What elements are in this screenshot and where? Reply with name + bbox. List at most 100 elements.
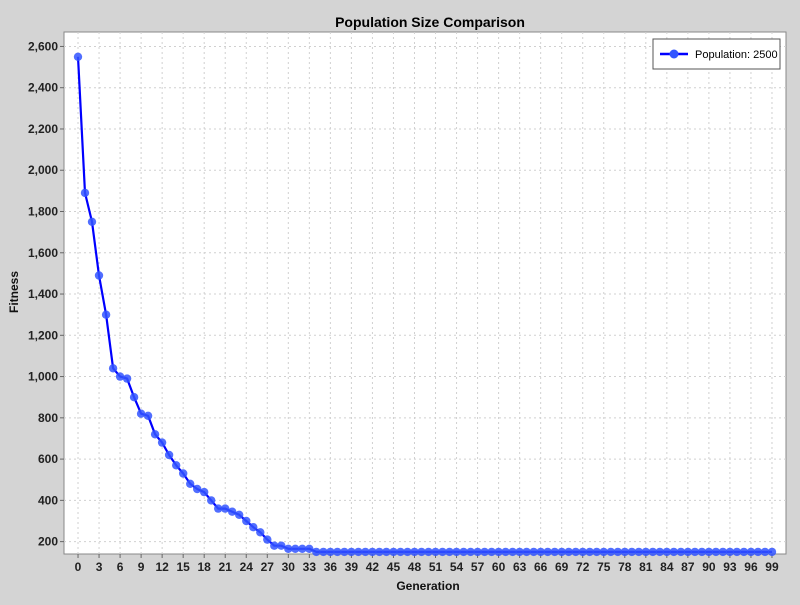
- data-point: [396, 547, 405, 557]
- legend-label: Population: 2500: [695, 49, 778, 61]
- x-tick-label: 6: [117, 560, 124, 574]
- x-axis-title: Generation: [396, 579, 459, 593]
- x-tick-label: 72: [576, 560, 590, 574]
- x-tick-label: 42: [366, 560, 380, 574]
- x-tick-label: 99: [765, 560, 779, 574]
- data-point: [522, 547, 531, 557]
- data-point: [417, 547, 426, 557]
- x-tick-label: 27: [261, 560, 275, 574]
- data-point: [186, 479, 195, 488]
- x-tick-label: 54: [450, 560, 464, 574]
- data-point: [683, 547, 693, 557]
- data-point: [256, 528, 265, 537]
- x-tick-label: 15: [176, 560, 190, 574]
- x-tick-label: 63: [513, 560, 527, 574]
- y-tick-label: 2,200: [28, 122, 58, 136]
- data-point: [108, 364, 118, 373]
- x-tick-label: 9: [138, 560, 145, 574]
- data-point: [193, 484, 202, 494]
- y-tick-label: 400: [38, 493, 58, 507]
- data-point: [732, 547, 742, 557]
- data-point: [150, 430, 160, 439]
- data-point: [571, 547, 580, 557]
- x-tick-label: 39: [345, 560, 359, 574]
- data-point: [494, 547, 503, 557]
- y-tick-label: 1,000: [28, 370, 58, 384]
- data-point: [690, 547, 700, 557]
- y-tick-label: 800: [38, 411, 58, 425]
- data-point: [613, 547, 622, 557]
- x-tick-label: 51: [429, 560, 443, 574]
- axes: 0 3 6 9 12 15 18 21 24 27 30 33 36 39 42 45 48 51 54 57 60 63…: [28, 39, 779, 574]
- y-axis-title: Fitness: [7, 271, 21, 313]
- data-point: [73, 52, 83, 61]
- y-tick-label: 200: [38, 535, 58, 549]
- series-layer: [73, 52, 777, 557]
- data-point: [200, 487, 209, 497]
- x-tick-label: 30: [282, 560, 296, 574]
- x-tick-label: 24: [240, 560, 254, 574]
- x-tick-label: 87: [681, 560, 695, 574]
- x-tick-label: 69: [555, 560, 569, 574]
- x-tick-label: 81: [639, 560, 653, 574]
- data-point: [235, 510, 244, 519]
- x-tick-label: 48: [408, 560, 422, 574]
- data-point: [704, 547, 714, 557]
- data-point: [529, 547, 538, 557]
- data-point: [340, 547, 349, 557]
- y-tick-label: 1,400: [28, 287, 58, 301]
- data-point: [270, 541, 279, 550]
- y-tick-label: 2,000: [28, 163, 58, 177]
- data-point: [179, 469, 188, 478]
- data-point: [459, 547, 468, 557]
- x-tick-label: 57: [471, 560, 485, 574]
- data-point: [718, 547, 728, 557]
- y-tick-label: 1,200: [28, 328, 58, 342]
- data-point: [389, 547, 398, 557]
- x-tick-label: 0: [75, 560, 82, 574]
- data-point: [641, 547, 650, 557]
- x-tick-label: 75: [597, 560, 611, 574]
- data-point: [375, 547, 384, 557]
- data-point: [382, 547, 391, 557]
- x-tick-label: 18: [198, 560, 212, 574]
- legend-marker: [669, 49, 679, 59]
- data-point: [480, 547, 489, 557]
- data-point: [207, 496, 216, 505]
- x-tick-label: 3: [96, 560, 103, 574]
- data-point: [669, 547, 678, 557]
- data-point: [536, 547, 545, 557]
- y-tick-label: 600: [38, 452, 58, 466]
- data-point: [452, 547, 461, 557]
- data-point: [403, 547, 412, 557]
- x-tick-label: 66: [534, 560, 548, 574]
- data-point: [431, 547, 440, 557]
- data-point: [221, 504, 230, 513]
- data-point: [585, 547, 594, 557]
- data-point: [312, 547, 321, 557]
- x-tick-label: 60: [492, 560, 506, 574]
- data-point: [501, 547, 510, 557]
- data-point: [277, 541, 286, 550]
- data-point: [606, 547, 615, 557]
- data-point: [101, 310, 111, 319]
- data-point: [249, 523, 258, 532]
- data-point: [326, 547, 335, 557]
- data-point: [550, 547, 559, 557]
- data-point: [508, 547, 517, 557]
- data-point: [473, 547, 482, 557]
- data-point: [424, 547, 433, 557]
- data-point: [298, 544, 307, 553]
- data-point: [214, 504, 223, 513]
- data-point: [361, 547, 370, 557]
- x-tick-label: 93: [723, 560, 737, 574]
- data-point: [746, 547, 756, 557]
- data-point: [627, 547, 636, 557]
- x-tick-label: 96: [744, 560, 758, 574]
- data-point: [94, 271, 104, 280]
- y-tick-label: 2,400: [28, 81, 58, 95]
- data-point: [80, 188, 90, 198]
- x-tick-label: 21: [219, 560, 233, 574]
- data-point: [697, 547, 707, 557]
